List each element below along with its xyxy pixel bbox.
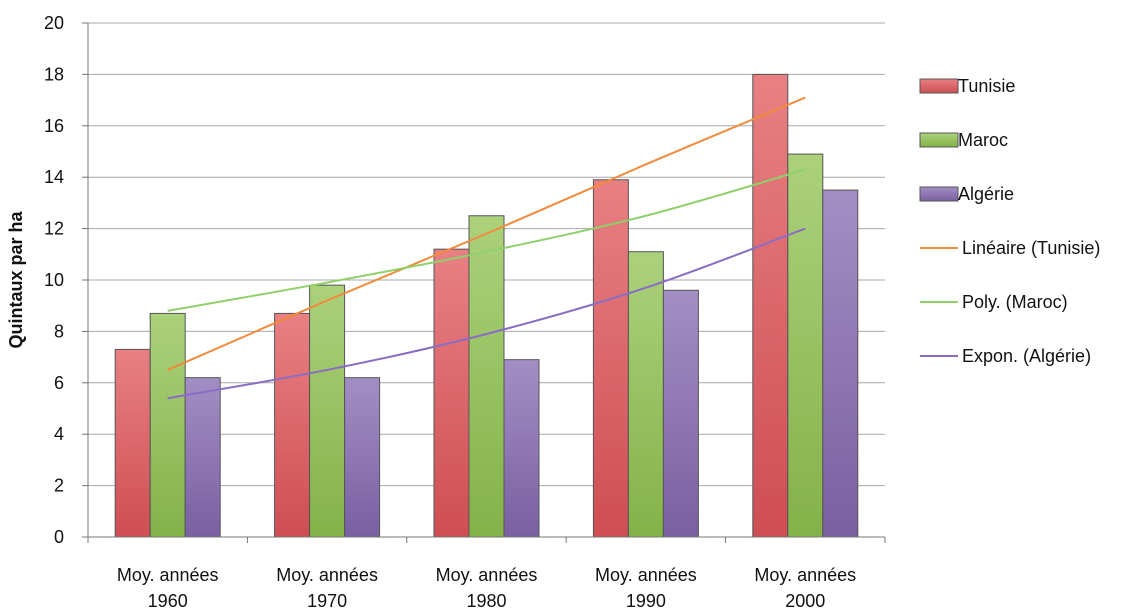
bars [114, 73, 859, 538]
legend-swatch [919, 186, 959, 202]
axes: 0 2 4 6 8 10 12 14 16 18 20 Moy. années 1960 Moy. ann… [6, 13, 886, 611]
trendline-polynomial [167, 168, 806, 312]
bar-tunisie [114, 348, 151, 538]
bar-algérie [662, 289, 699, 538]
x-tick-label: Moy. années [595, 565, 697, 585]
bar-maroc [468, 215, 505, 538]
y-tick-label: 8 [54, 321, 64, 341]
x-tick-label: 1980 [466, 591, 506, 611]
x-tick-label: 2000 [785, 591, 825, 611]
x-tick-label: Moy. années [117, 565, 219, 585]
y-tick-label: 16 [44, 116, 64, 136]
x-tick-label: 1970 [307, 591, 347, 611]
trendline-linear [167, 96, 806, 371]
y-tick-label: 20 [44, 13, 64, 33]
bar-maroc [787, 153, 824, 538]
trendlines [167, 96, 806, 400]
y-tick-label: 2 [54, 476, 64, 496]
trendline-exponential [167, 227, 806, 400]
y-tick-label: 6 [54, 373, 64, 393]
bar-algérie [344, 377, 381, 538]
x-tick-label: 1990 [626, 591, 666, 611]
legend-label: Tunisie [958, 76, 1015, 96]
x-tick-label: Moy. années [754, 565, 856, 585]
x-tick-label: 1960 [148, 591, 188, 611]
bar-maroc [309, 284, 346, 538]
bar-tunisie [752, 73, 789, 538]
y-tick-label: 12 [44, 219, 64, 239]
y-tick-label: 10 [44, 270, 64, 290]
legend-label: Maroc [958, 130, 1008, 150]
y-tick-label: 4 [54, 424, 64, 444]
y-tick-label: 14 [44, 167, 64, 187]
bar-tunisie [433, 248, 470, 538]
x-tick-label: Moy. années [276, 565, 378, 585]
y-tick-label: 18 [44, 64, 64, 84]
bar-tunisie [274, 312, 311, 538]
legend-label: Algérie [958, 184, 1014, 204]
legend-label: Expon. (Algérie) [962, 346, 1091, 366]
bar-maroc [627, 251, 664, 538]
bar-algérie [184, 377, 221, 538]
legend-label: Poly. (Maroc) [962, 292, 1068, 312]
legend: Tunisie Maroc Algérie Linéaire (Tunisie) Pol… [919, 76, 1100, 366]
bar-tunisie [592, 179, 629, 538]
bar-algérie [822, 189, 859, 538]
y-tick-label: 0 [54, 527, 64, 547]
bar-algérie [503, 359, 540, 538]
legend-label: Linéaire (Tunisie) [962, 238, 1100, 258]
legend-swatch [919, 78, 959, 94]
legend-swatch [919, 132, 959, 148]
bar-maroc [149, 312, 186, 538]
x-tick-label: Moy. années [436, 565, 538, 585]
y-axis-title: Quintaux par ha [6, 211, 26, 349]
